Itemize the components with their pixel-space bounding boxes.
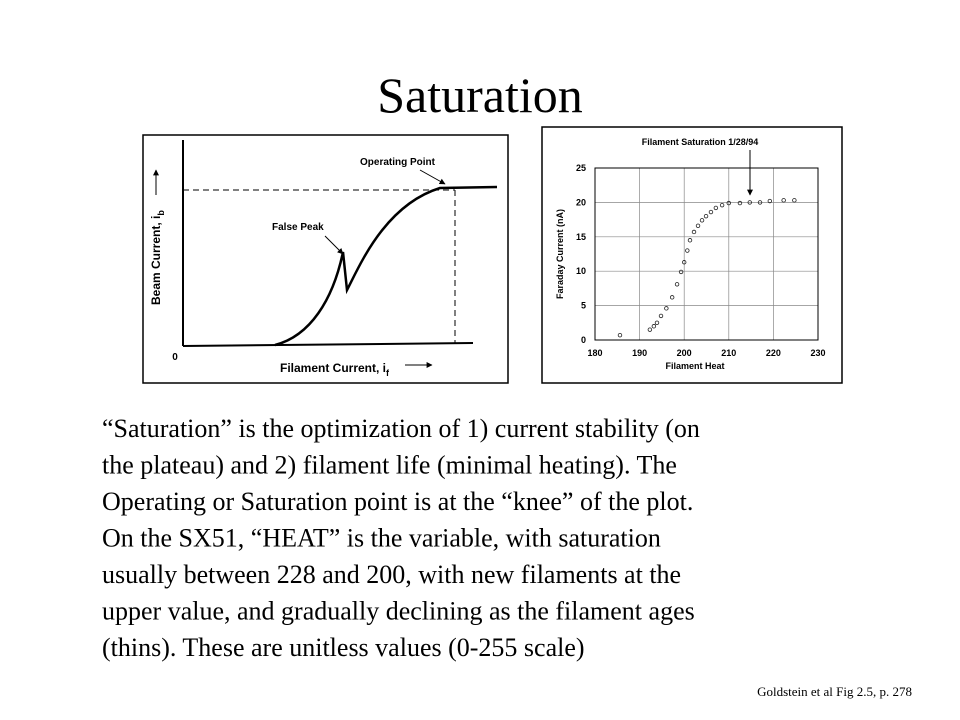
chart-title: Filament Saturation 1/28/94 [642,137,759,147]
x-tick-label: 180 [587,348,602,358]
point [719,202,725,208]
y-tick-label: 10 [576,266,586,276]
point [713,205,719,211]
y-axis-label-main: Beam Current, i [149,216,163,305]
y-axis-label-sub: b [156,210,166,216]
point [669,295,675,300]
x-tick-label: 190 [632,348,647,358]
plot-frame [594,167,819,341]
point [703,213,709,219]
y-axis-label: Beam Current, ib [149,210,166,305]
y-tick-label: 20 [576,197,586,207]
point [664,306,669,311]
x-tick-label: 200 [677,348,692,358]
point [781,198,786,203]
figure-frame [142,134,509,384]
point [708,209,714,215]
arrow [324,235,344,255]
point [651,324,657,329]
point [691,229,697,235]
point [685,248,690,253]
body-line: (thins). These are unitless values (0-25… [102,633,585,662]
slide-title: Saturation [377,67,583,123]
point [617,332,623,338]
body-line: upper value, and gradually declining as … [102,597,695,626]
point [658,313,664,319]
point [747,200,752,205]
arrow [419,169,446,185]
body-line: On the SX51, “HEAT” is the variable, wit… [102,524,661,553]
body-line: the plateau) and 2) filament life (minim… [102,451,677,480]
point [674,282,680,287]
point [695,223,701,228]
x-axis-label-sub: f [386,368,390,378]
figure-frame [541,126,843,384]
x-axis [182,342,474,347]
point [737,200,743,206]
y-tick-label: 25 [576,163,586,173]
x-tick-label: 220 [766,348,781,358]
point [767,198,773,204]
point [699,218,705,223]
point [726,200,731,206]
y-tick-label: 5 [581,301,586,311]
point [792,198,797,203]
x-axis-label: Filament Heat [665,361,724,371]
point [647,327,653,332]
annotation: Operating Point [360,157,436,168]
body-line: usually between 228 and 200, with new fi… [102,560,681,589]
left-figure: 0 Operating Point False Peak Filament Cu… [142,134,509,384]
point [678,269,684,275]
point [757,200,763,205]
body-text: “Saturation” is the optimization of 1) c… [102,414,700,662]
origin-label: 0 [172,352,178,363]
y-axis-label: Faraday Current (nA) [555,209,565,299]
x-axis-label-main: Filament Current, i [280,361,386,375]
x-tick-label: 210 [721,348,736,358]
y-tick-label: 0 [581,335,586,345]
curve [274,185,498,347]
x-axis-label: Filament Current, if [280,361,390,378]
annotation: False Peak [272,222,324,233]
body-line: “Saturation” is the optimization of 1) c… [102,414,700,443]
body-line: Operating or Saturation point is at the … [102,487,693,516]
y-tick-label: 15 [576,232,586,242]
citation: Goldstein et al Fig 2.5, p. 278 [757,684,912,699]
point [687,238,693,243]
point [654,320,660,325]
x-tick-label: 230 [810,348,825,358]
point [682,260,687,265]
